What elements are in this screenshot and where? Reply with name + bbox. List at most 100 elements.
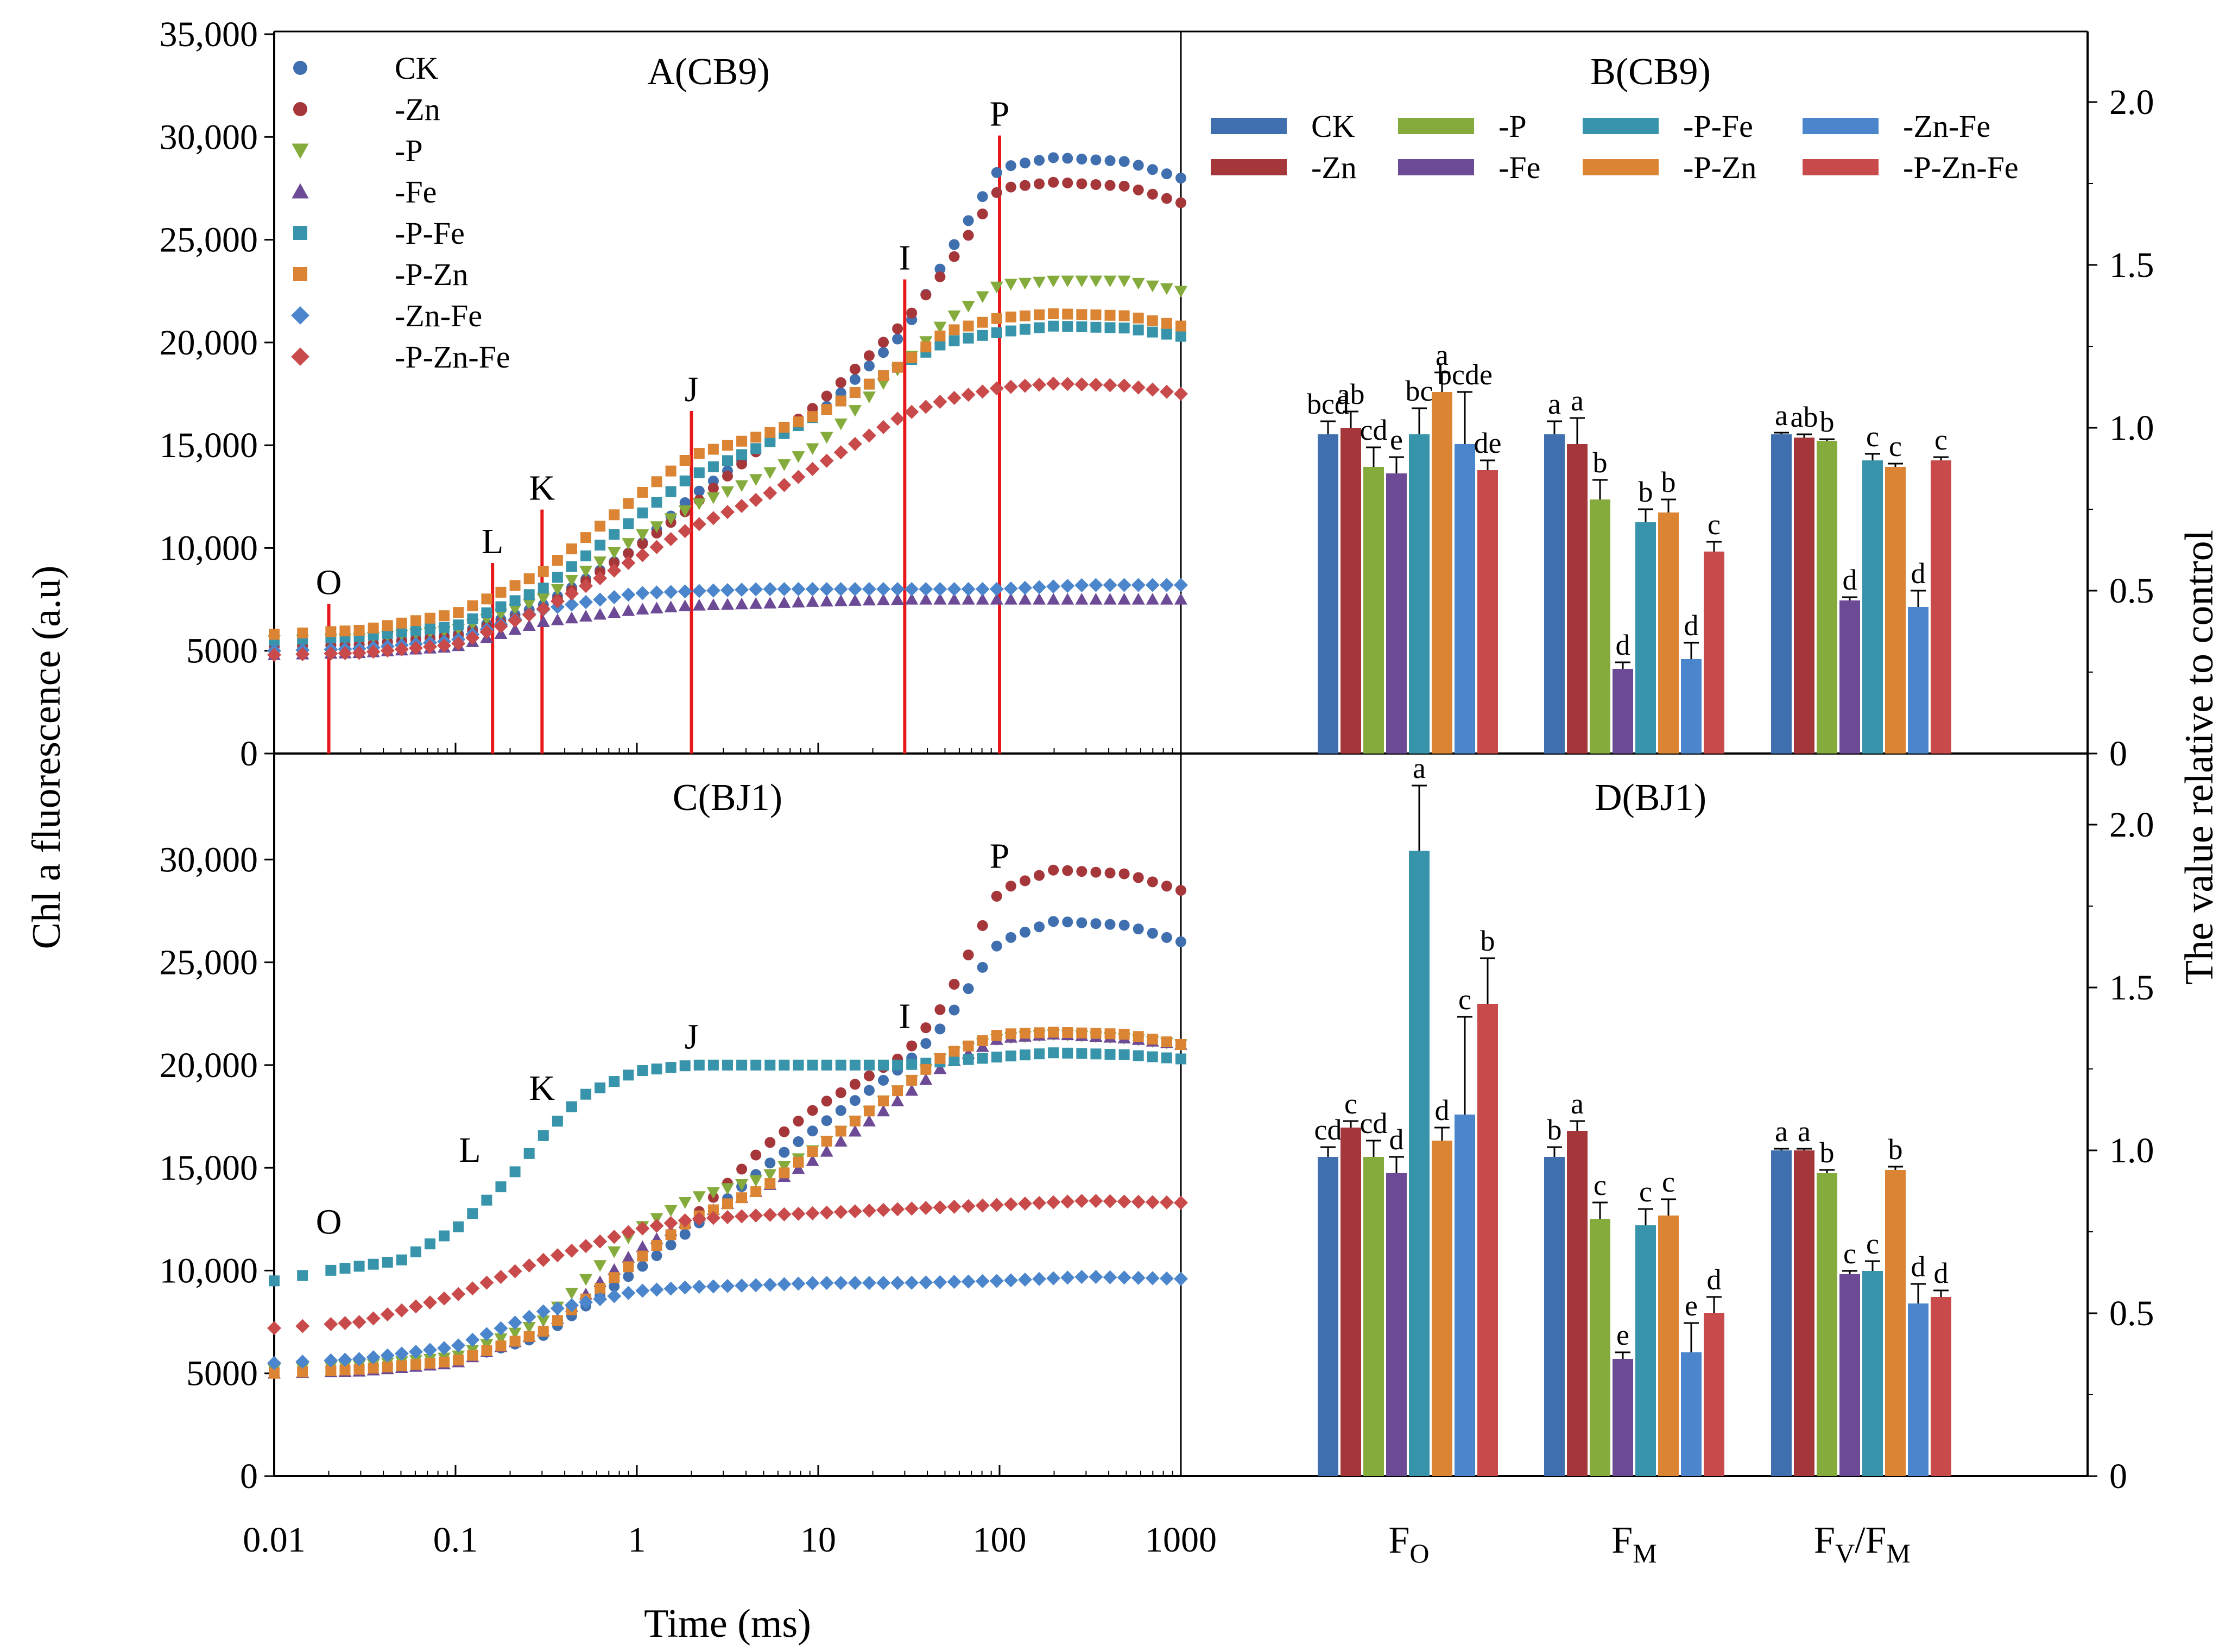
- data-point-minus-P-Fe: [439, 1230, 450, 1242]
- data-point-minus-P: [763, 1169, 777, 1181]
- data-point-minus-P: [848, 405, 862, 417]
- data-point-minus-Zn: [779, 1126, 790, 1137]
- category-label: FO: [1388, 1520, 1429, 1568]
- data-point-minus-P-Zn-Fe: [635, 1221, 650, 1236]
- data-point-CK: [1104, 919, 1116, 930]
- data-point-minus-Zn: [1104, 868, 1116, 879]
- data-point-minus-P-Zn: [566, 543, 577, 555]
- phase-label-a: L: [482, 522, 503, 561]
- data-point-minus-P-Zn: [779, 421, 790, 433]
- data-point-minus-P-Zn-Fe: [1159, 384, 1174, 399]
- data-point-minus-Zn: [835, 377, 846, 388]
- data-point-minus-Zn: [934, 1004, 946, 1015]
- data-point-minus-P: [522, 598, 536, 611]
- data-point-minus-P-Zn: [821, 404, 832, 415]
- phase-label-a: I: [899, 238, 910, 278]
- legend-swatch: [1803, 118, 1879, 134]
- data-point-minus-P-Zn-Fe: [805, 461, 820, 476]
- significance-letter: d: [1684, 609, 1699, 642]
- data-point-minus-Zn: [863, 350, 875, 362]
- data-point-minus-P-Fe: [1090, 1048, 1102, 1060]
- data-point-minus-P-Zn: [863, 1105, 875, 1117]
- bar: [1794, 438, 1814, 754]
- data-point-minus-Zn-Fe: [465, 1332, 480, 1347]
- data-point-minus-P-Zn: [1104, 309, 1116, 321]
- data-point-minus-P-Zn: [1133, 1031, 1144, 1042]
- data-point-minus-P-Zn-Fe: [479, 1275, 494, 1290]
- data-point-minus-Fe: [848, 1124, 862, 1137]
- data-point-minus-Zn-Fe: [1103, 578, 1117, 592]
- data-point-minus-Fe: [834, 1135, 848, 1147]
- data-point-CK: [1175, 936, 1186, 947]
- data-point-minus-P-Fe: [523, 1148, 535, 1159]
- data-point-minus-P-Zn: [509, 580, 521, 591]
- data-point-minus-P-Fe: [339, 1263, 351, 1274]
- data-point-minus-Zn: [609, 557, 620, 568]
- data-point-minus-P-Fe: [793, 1059, 804, 1071]
- data-point-minus-Zn-Fe: [536, 1304, 551, 1319]
- data-point-minus-P-Zn-Fe: [678, 1213, 692, 1228]
- data-point-minus-P-Zn: [736, 1192, 748, 1204]
- data-point-minus-P: [579, 565, 593, 578]
- data-point-minus-P-Zn-Fe: [735, 1209, 749, 1224]
- data-point-minus-P-Zn-Fe: [763, 486, 777, 501]
- data-point-CK: [1161, 932, 1172, 943]
- data-point-minus-P-Zn-Fe: [352, 645, 366, 660]
- data-point-minus-P-Zn-Fe: [791, 1206, 806, 1221]
- data-point-minus-Zn-Fe: [805, 1276, 820, 1290]
- data-point-CK: [949, 1004, 960, 1016]
- bar: [1432, 392, 1452, 754]
- data-point-CK: [1062, 153, 1073, 164]
- data-point-minus-P-Zn: [467, 600, 478, 611]
- significance-letter: a: [1798, 1115, 1811, 1148]
- data-point-minus-P-Zn: [863, 378, 875, 390]
- data-point-minus-P-Zn: [693, 448, 705, 459]
- data-point-minus-Zn: [906, 307, 918, 319]
- data-point-minus-P-Fe: [963, 1054, 974, 1065]
- data-point-minus-P: [692, 1191, 706, 1203]
- legend-label-a: -P-Zn-Fe: [395, 339, 510, 375]
- data-point-minus-Zn: [849, 1079, 861, 1090]
- data-point-CK: [1090, 154, 1102, 166]
- data-point-minus-P-Zn-Fe: [919, 1201, 933, 1216]
- data-point-minus-Zn-Fe: [720, 1278, 735, 1293]
- data-point-minus-P-Zn-Fe: [805, 1206, 820, 1220]
- data-point-minus-P-Zn-Fe: [890, 1202, 905, 1217]
- data-point-minus-Zn-Fe: [933, 582, 947, 597]
- significance-letter: b: [1547, 1113, 1562, 1146]
- data-point-CK: [863, 360, 875, 372]
- data-point-minus-P-Zn-Fe: [579, 579, 593, 593]
- bar: [1908, 1303, 1929, 1476]
- data-point-minus-P-Zn: [453, 1354, 464, 1366]
- data-point-minus-Zn-Fe: [579, 1295, 593, 1309]
- data-point-minus-P-Fe: [509, 595, 521, 606]
- data-point-minus-P-Fe: [736, 449, 748, 460]
- data-point-minus-P-Fe: [665, 1062, 676, 1073]
- data-point-minus-P-Zn-Fe: [706, 511, 720, 526]
- phase-label-a: P: [990, 94, 1010, 134]
- data-point-minus-P-Fe: [1062, 1047, 1073, 1059]
- data-point-minus-P-Zn-Fe: [621, 1225, 636, 1239]
- phase-label-c: K: [529, 1068, 555, 1108]
- data-point-minus-P-Fe: [1147, 326, 1158, 338]
- data-point-minus-Fe: [1047, 593, 1060, 605]
- significance-letter: b: [1639, 476, 1653, 508]
- data-point-minus-P-Zn-Fe: [494, 619, 508, 634]
- data-point-minus-Zn: [1161, 193, 1172, 204]
- data-point-minus-Fe: [622, 604, 635, 616]
- data-point-minus-Zn: [991, 187, 1002, 198]
- data-point-minus-Zn-Fe: [763, 582, 777, 597]
- data-point-minus-Zn: [991, 890, 1002, 902]
- data-point-minus-Zn-Fe: [494, 1321, 508, 1335]
- data-point-minus-Zn: [651, 527, 662, 539]
- data-point-minus-P-Zn: [1175, 1039, 1186, 1050]
- data-point-minus-P-Zn: [1147, 315, 1158, 326]
- data-point-minus-Zn-Fe: [905, 1275, 919, 1290]
- data-point-CK: [878, 1074, 889, 1086]
- data-point-minus-P-Zn-Fe: [919, 400, 933, 414]
- data-point-minus-P-Fe: [552, 1116, 563, 1127]
- data-point-minus-P: [777, 459, 791, 471]
- data-point-minus-P-Zn-Fe: [692, 517, 706, 531]
- data-point-minus-P-Zn-Fe: [536, 602, 551, 616]
- data-point-minus-P-Zn: [807, 411, 818, 422]
